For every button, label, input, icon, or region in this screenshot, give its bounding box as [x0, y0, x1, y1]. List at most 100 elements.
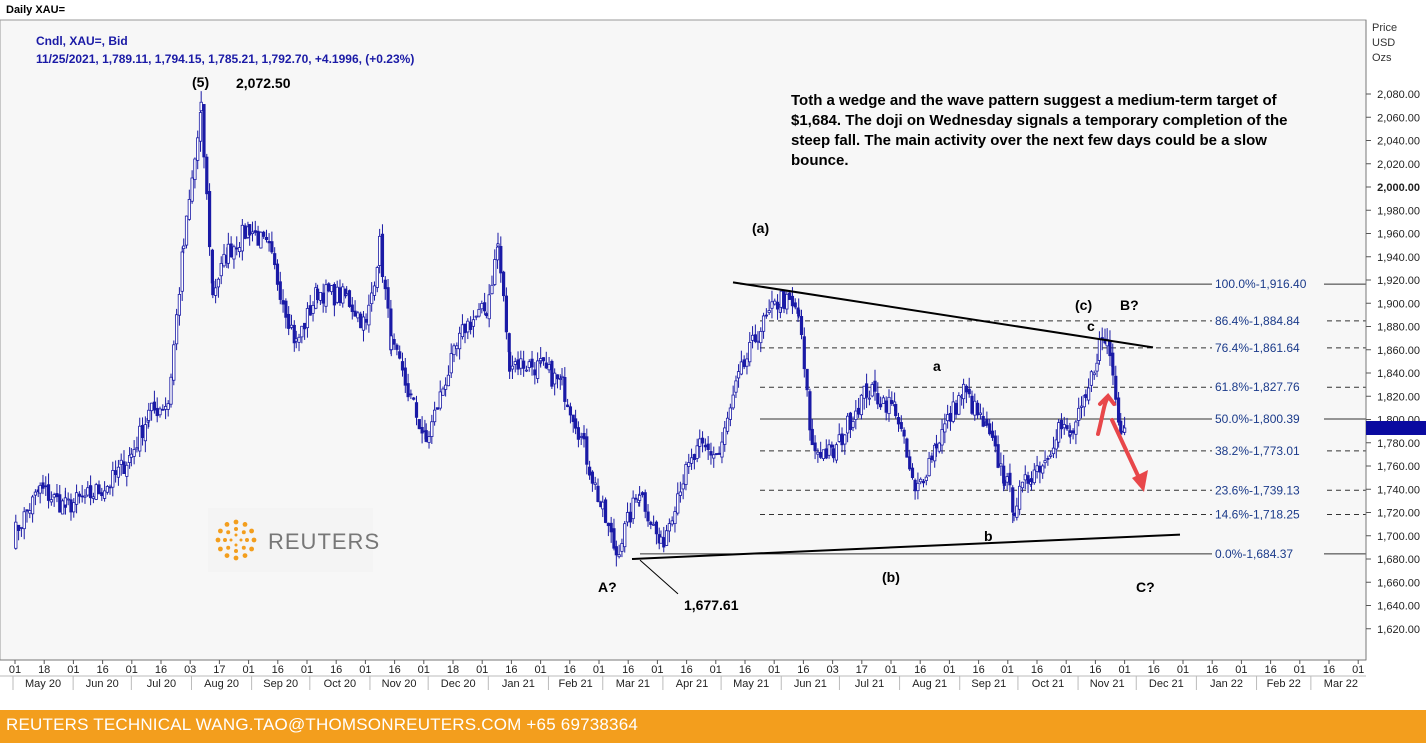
candle-body — [318, 292, 322, 301]
candle-body — [761, 315, 766, 332]
candle-body — [996, 444, 1000, 468]
candle-body — [135, 447, 139, 450]
candle-body — [74, 492, 79, 505]
candle-body — [132, 449, 136, 457]
day-tick-label: 16 — [1264, 664, 1276, 676]
candlestick-series — [14, 91, 1127, 567]
candle-body — [496, 243, 500, 247]
candle-body — [643, 492, 647, 512]
candle-body — [77, 493, 81, 497]
candle-body — [1116, 397, 1121, 423]
candle-body — [954, 402, 958, 415]
day-tick-label: 16 — [1148, 664, 1160, 676]
candle-body — [585, 436, 589, 465]
reuters-logo-text: REUTERS — [268, 529, 381, 554]
candle-body — [753, 334, 757, 342]
candle-body — [83, 495, 87, 498]
reuters-logo: REUTERS — [208, 508, 379, 572]
price-tick-label: 2,040.00 — [1377, 136, 1420, 148]
fib-label-bg — [1212, 312, 1324, 328]
candle-body — [172, 344, 176, 381]
candle-body — [1092, 372, 1096, 376]
candle-body — [527, 361, 531, 368]
candle-body — [353, 310, 357, 317]
candle-body — [628, 511, 632, 523]
candle-body — [1026, 475, 1030, 484]
candle-body — [905, 438, 909, 458]
day-tick-label: 16 — [96, 664, 108, 676]
candle-body — [1018, 485, 1022, 510]
candle-body — [350, 304, 354, 313]
candle-body — [937, 442, 941, 452]
candle-body — [335, 286, 339, 303]
candle-body — [1068, 432, 1072, 436]
candle-body — [805, 368, 809, 391]
candle-body — [609, 522, 613, 533]
candle-body — [111, 470, 115, 488]
price-tick-label: 1,640.00 — [1377, 601, 1420, 613]
price-tick-label: 2,000.00 — [1377, 182, 1420, 194]
fib-label-bg — [1212, 339, 1324, 355]
candle-body — [1065, 425, 1069, 430]
candle-body — [122, 461, 126, 475]
candle-body — [756, 340, 760, 343]
candle-body — [97, 484, 101, 494]
fib-label-bg — [1212, 482, 1324, 498]
candle-body — [143, 424, 147, 442]
candle-body — [1074, 421, 1078, 435]
day-tick-label: 01 — [67, 664, 79, 676]
day-tick-label: 16 — [388, 664, 400, 676]
candle-body — [1079, 405, 1084, 408]
price-tick-label: 1,620.00 — [1377, 624, 1420, 636]
candle-body — [338, 287, 342, 304]
candle-body — [670, 520, 674, 525]
candle-body — [1087, 387, 1091, 401]
candle-body — [967, 388, 971, 395]
candle-body — [180, 251, 184, 292]
day-tick-label: 16 — [564, 664, 576, 676]
candle-body — [22, 511, 26, 530]
candle-body — [446, 374, 451, 387]
candle-body — [725, 417, 730, 432]
candle-body — [372, 285, 377, 296]
candle-body — [321, 292, 325, 304]
candle-body — [315, 288, 320, 301]
month-label: Aug 20 — [204, 678, 239, 690]
month-label: Jun 20 — [86, 678, 119, 690]
candle-body — [105, 486, 109, 493]
wave-label-a-major: (a) — [752, 220, 770, 236]
candle-body — [449, 353, 453, 374]
candle-body — [606, 522, 610, 527]
candle-body — [924, 476, 928, 481]
candle-body — [927, 457, 931, 477]
candle-body — [14, 521, 18, 549]
candle-body — [764, 314, 768, 317]
day-tick-label: 17 — [213, 664, 225, 676]
candle-body — [560, 375, 564, 379]
candle-body — [620, 543, 624, 552]
day-tick-label: 01 — [1060, 664, 1072, 676]
day-tick-label: 01 — [1002, 664, 1014, 676]
candle-body — [536, 360, 540, 379]
candle-body — [739, 361, 743, 375]
day-tick-label: 16 — [155, 664, 167, 676]
fib-label-bg — [1212, 411, 1324, 427]
candle-body — [867, 397, 872, 400]
candle-body — [169, 376, 173, 405]
candle-body — [887, 396, 891, 415]
candle-body — [899, 422, 903, 429]
candle-body — [510, 365, 515, 370]
analysis-commentary: Toth a wedge and the wave pattern sugges… — [791, 92, 1288, 169]
candle-body — [948, 412, 953, 422]
price-tick-label: 1,920.00 — [1377, 275, 1420, 287]
candle-body — [458, 332, 462, 350]
footer-contact: REUTERS TECHNICAL WANG.TAO@THOMSONREUTER… — [6, 715, 639, 734]
wave-label-a-question: A? — [598, 579, 617, 595]
candle-body — [389, 335, 393, 351]
candle-body — [782, 290, 786, 309]
price-axis-currency: USD — [1372, 37, 1396, 49]
candle-body — [177, 293, 181, 316]
candle-body — [1114, 375, 1118, 400]
candle-body — [748, 341, 752, 363]
candle-body — [970, 395, 974, 414]
